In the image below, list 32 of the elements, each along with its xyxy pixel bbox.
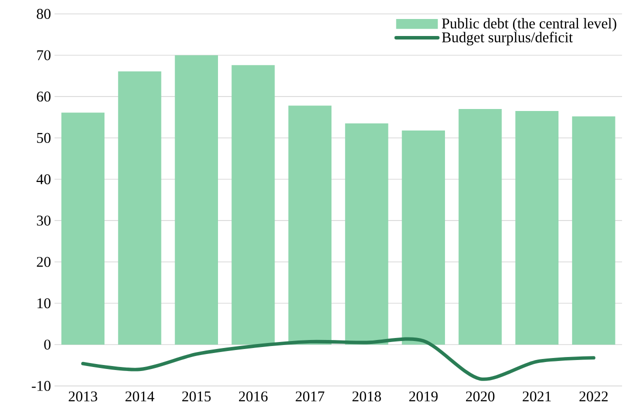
legend-label: Public debt (the central level) [442,18,616,32]
y-tick-label: 70 [37,50,50,60]
bar [174,55,218,345]
bar [345,124,388,345]
y-tick-label: 60 [36,92,50,102]
y-tick-label: 40 [36,174,50,184]
y-tick-label: 30 [36,216,50,226]
x-tick-label: 2014 [126,392,154,402]
y-tick-label: 0 [44,340,50,350]
bar [232,65,275,345]
y-tick-label: 10 [38,298,50,308]
x-tick-label: 2017 [296,392,324,402]
y-tick-label: 20 [36,257,50,268]
bar [402,130,445,345]
x-tick-label: 2020 [466,392,494,402]
x-tick-label: 2021 [522,392,551,402]
legend-label: Budget surplus/deficit [442,32,573,46]
x-tick-label: 2022 [579,392,608,402]
bar [572,116,616,345]
y-tick-label: -10 [32,381,50,392]
x-tick-label: 2016 [239,392,268,402]
bar [61,112,104,345]
y-tick-label: 50 [37,133,50,144]
x-tick-label: 2015 [182,392,211,402]
x-tick-label: 2013 [68,392,98,402]
y-tick-label: 80 [36,9,50,20]
bar [118,72,162,345]
x-tick-label: 2018 [352,392,381,402]
bar [458,109,502,345]
bar [288,106,332,345]
bar [515,111,558,345]
x-tick-label: 2019 [409,392,438,402]
